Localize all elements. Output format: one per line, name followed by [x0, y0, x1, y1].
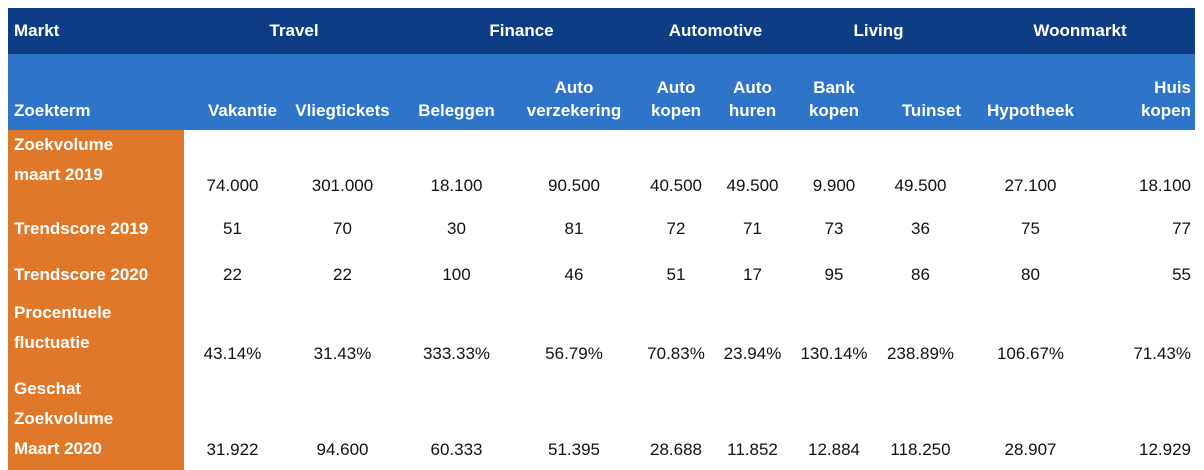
table-cell: 118.250 — [890, 440, 951, 459]
table-cell: 18.100 — [430, 176, 483, 195]
table-cell: 301.000 — [311, 176, 374, 195]
table-cell: 40.500 — [650, 176, 702, 195]
table-cell: 71.43% — [1133, 344, 1192, 363]
table-cell: 100 — [442, 265, 471, 284]
table-cell: 130.14% — [800, 344, 868, 363]
table-cell: 31.43% — [313, 344, 372, 363]
table-cell: 22 — [223, 265, 242, 284]
row-label: Procentuele fluctuatie — [8, 298, 184, 374]
table-cell: 36 — [911, 219, 930, 238]
table-cell: 73 — [824, 219, 844, 238]
table-cell: 90.500 — [548, 176, 600, 195]
term-huis-kopen: Huis kopen — [1096, 54, 1196, 130]
zoekterm-label: Zoekterm — [8, 54, 184, 130]
table-cell: 81 — [564, 219, 584, 238]
term-auto-huren: Auto huren — [713, 54, 792, 130]
table-cell: 12.929 — [1139, 440, 1192, 459]
table-cell: 46 — [564, 265, 584, 284]
table-cell: 17 — [743, 265, 762, 284]
markt-label: Markt — [8, 8, 184, 54]
table-cell: 86 — [911, 265, 930, 284]
table-cell: 49.500 — [894, 176, 947, 195]
table-cell: 22 — [333, 265, 352, 284]
table-row-trendscore-2020: Trendscore 2020 22 22 100 46 51 17 95 86… — [8, 252, 1195, 298]
term-tuinset: Tuinset — [876, 54, 965, 130]
term-hypotheek: Hypotheek — [965, 54, 1096, 130]
table-cell: 30 — [447, 219, 466, 238]
table-cell: 23.94% — [723, 344, 782, 363]
table-cell: 51 — [666, 265, 686, 284]
table-cell: 43.14% — [203, 344, 262, 363]
table-cell: 28.688 — [650, 440, 702, 459]
table-cell: 94.600 — [316, 440, 369, 459]
table-cell: 333.33% — [422, 344, 491, 363]
group-finance: Finance — [404, 8, 639, 54]
term-vliegtickets: Vliegtickets — [281, 54, 404, 130]
row-label: Zoekvolume maart 2019 — [8, 130, 184, 206]
table-cell: 11.852 — [727, 440, 778, 459]
table-cell: 77 — [1172, 219, 1192, 238]
table-cell: 95 — [824, 265, 844, 284]
table-cell: 80 — [1021, 265, 1040, 284]
group-living: Living — [792, 8, 965, 54]
table-cell: 9.900 — [812, 176, 856, 195]
markt-header-row: Markt Travel Finance Automotive Living W… — [8, 8, 1196, 54]
table-row-zoekvolume-2019: Zoekvolume maart 2019 74.000 301.000 18.1… — [8, 130, 1195, 206]
table-cell: 28.907 — [1004, 440, 1057, 459]
table-cell: 72 — [666, 219, 686, 238]
table-cell: 18.100 — [1139, 176, 1192, 195]
table-cell: 60.333 — [430, 440, 483, 459]
table-cell: 55 — [1172, 265, 1192, 284]
table-cell: 75 — [1021, 219, 1040, 238]
row-label: Trendscore 2020 — [8, 252, 184, 298]
table-row-fluctuatie: Procentuele fluctuatie 43.14% 31.43% 333.… — [8, 298, 1195, 374]
table-cell: 51.395 — [548, 440, 600, 459]
table-cell: 238.89% — [886, 344, 955, 363]
table-cell: 12.884 — [808, 440, 860, 459]
table-cell: 74.000 — [206, 176, 259, 195]
term-beleggen: Beleggen — [404, 54, 509, 130]
row-label: Trendscore 2019 — [8, 206, 184, 252]
table-cell: 71 — [743, 219, 762, 238]
table-row-geschat-2020: Geschat Zoekvolume Maart 2020 31.922 94.60… — [8, 374, 1195, 470]
table-cell: 51 — [223, 219, 242, 238]
row-label: Geschat Zoekvolume Maart 2020 — [8, 374, 184, 470]
group-travel: Travel — [184, 8, 404, 54]
table-cell: 70 — [333, 219, 352, 238]
group-automotive: Automotive — [639, 8, 792, 54]
table-cell: 106.67% — [996, 344, 1065, 363]
term-autoverzekering: Auto verzekering — [509, 54, 639, 130]
table-cell: 70.83% — [647, 344, 705, 363]
group-woonmarkt: Woonmarkt — [965, 8, 1196, 54]
table-cell: 31.922 — [206, 440, 259, 459]
term-vakantie: Vakantie — [184, 54, 281, 130]
table-row-trendscore-2019: Trendscore 2019 51 70 30 81 72 71 73 36 … — [8, 206, 1195, 252]
table-cell: 27.100 — [1004, 176, 1057, 195]
term-bank-kopen: Bank kopen — [792, 54, 876, 130]
search-volume-table: Markt Travel Finance Automotive Living W… — [8, 8, 1196, 470]
term-auto-kopen: Auto kopen — [639, 54, 713, 130]
table-cell: 56.79% — [545, 344, 603, 363]
table-cell: 49.500 — [726, 176, 779, 195]
zoekterm-header-row: Zoekterm Vakantie Vliegtickets Beleggen … — [8, 54, 1196, 130]
